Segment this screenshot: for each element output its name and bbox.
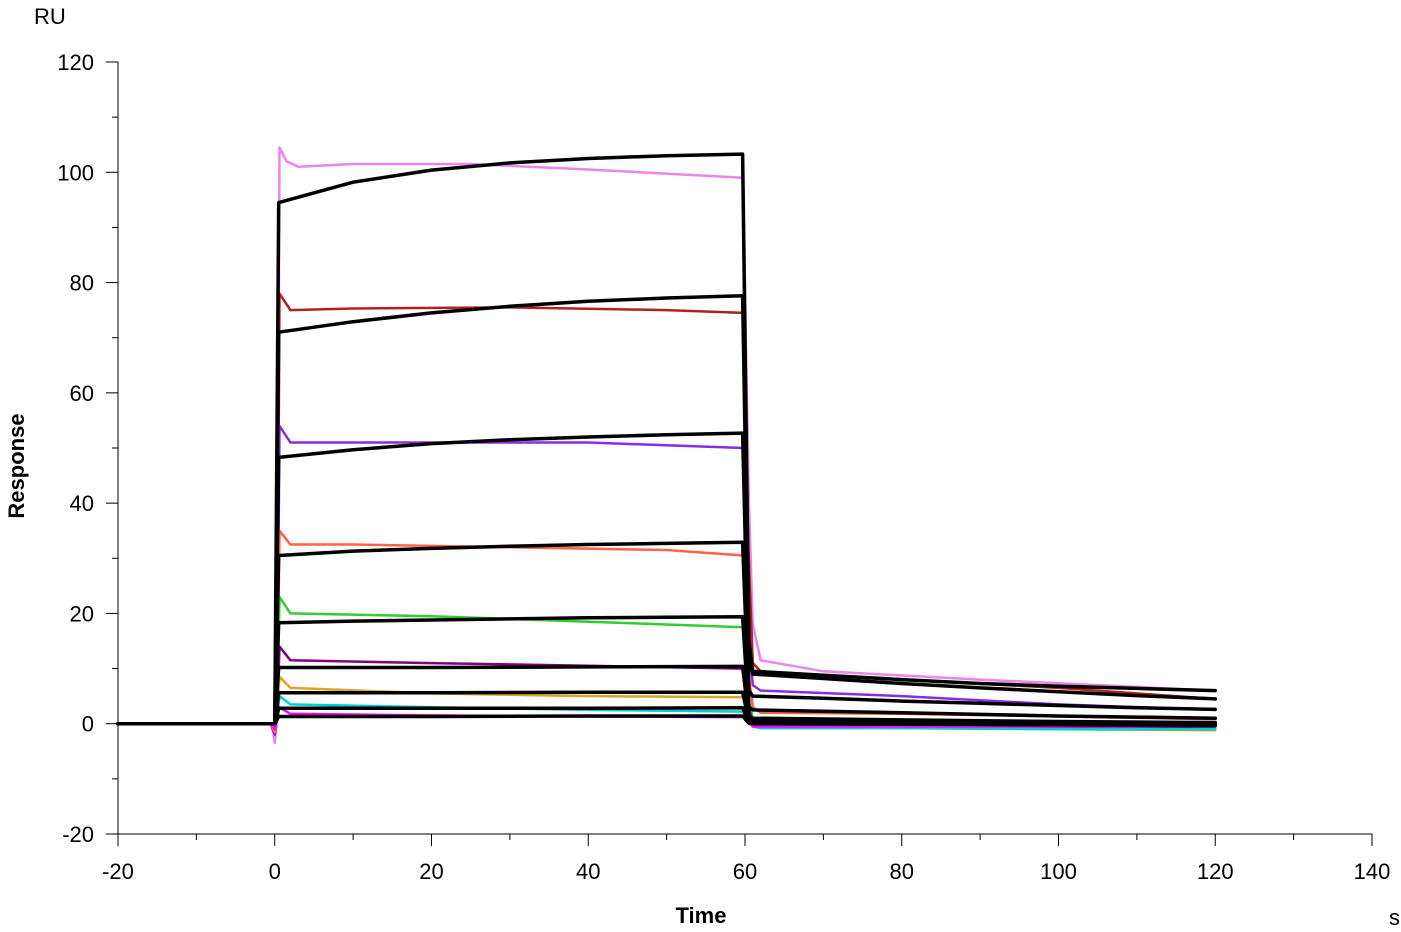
- x-tick-label: -20: [102, 859, 134, 884]
- y-tick-label: 20: [70, 601, 94, 626]
- axes: -20 0 20 40 60 80 100 120 -20 0 20 40 60 80 100 120 140: [57, 50, 1390, 884]
- x-tick-label: 120: [1197, 859, 1234, 884]
- y-tick-label: -20: [62, 822, 94, 847]
- fit-curve-13: [116, 614, 1218, 726]
- y-tick-label: 0: [82, 712, 94, 737]
- x-unit-label: s: [1389, 905, 1400, 930]
- fit-curve-12: [116, 540, 1218, 726]
- x-tick-label: 40: [576, 859, 600, 884]
- y-tick-label: 100: [57, 160, 94, 185]
- y-tick-label: 80: [70, 271, 94, 296]
- y-tick-label: 120: [57, 50, 94, 75]
- x-tick-label: 60: [733, 859, 757, 884]
- measured-curve-3: [116, 529, 1217, 734]
- x-tick-label: 140: [1354, 859, 1391, 884]
- fit-curve-10: [116, 294, 1218, 726]
- y-unit-label: RU: [34, 4, 66, 29]
- x-tick-label: 20: [419, 859, 443, 884]
- x-tick-label: 80: [890, 859, 914, 884]
- measured-curve-0: [116, 146, 1217, 745]
- x-tick-label: 100: [1040, 859, 1077, 884]
- fit-curve-17: [116, 714, 1218, 728]
- fit-curve-11: [116, 431, 1218, 726]
- measured-curves: [116, 146, 1217, 745]
- y-axis-title: Response: [4, 413, 29, 518]
- y-tick-label: 40: [70, 491, 94, 516]
- fit-curves: [116, 152, 1218, 728]
- x-axis-title: Time: [676, 903, 727, 928]
- y-tick-label: 60: [70, 381, 94, 406]
- fit-curve-9: [116, 152, 1218, 726]
- x-tick-label: 0: [269, 859, 281, 884]
